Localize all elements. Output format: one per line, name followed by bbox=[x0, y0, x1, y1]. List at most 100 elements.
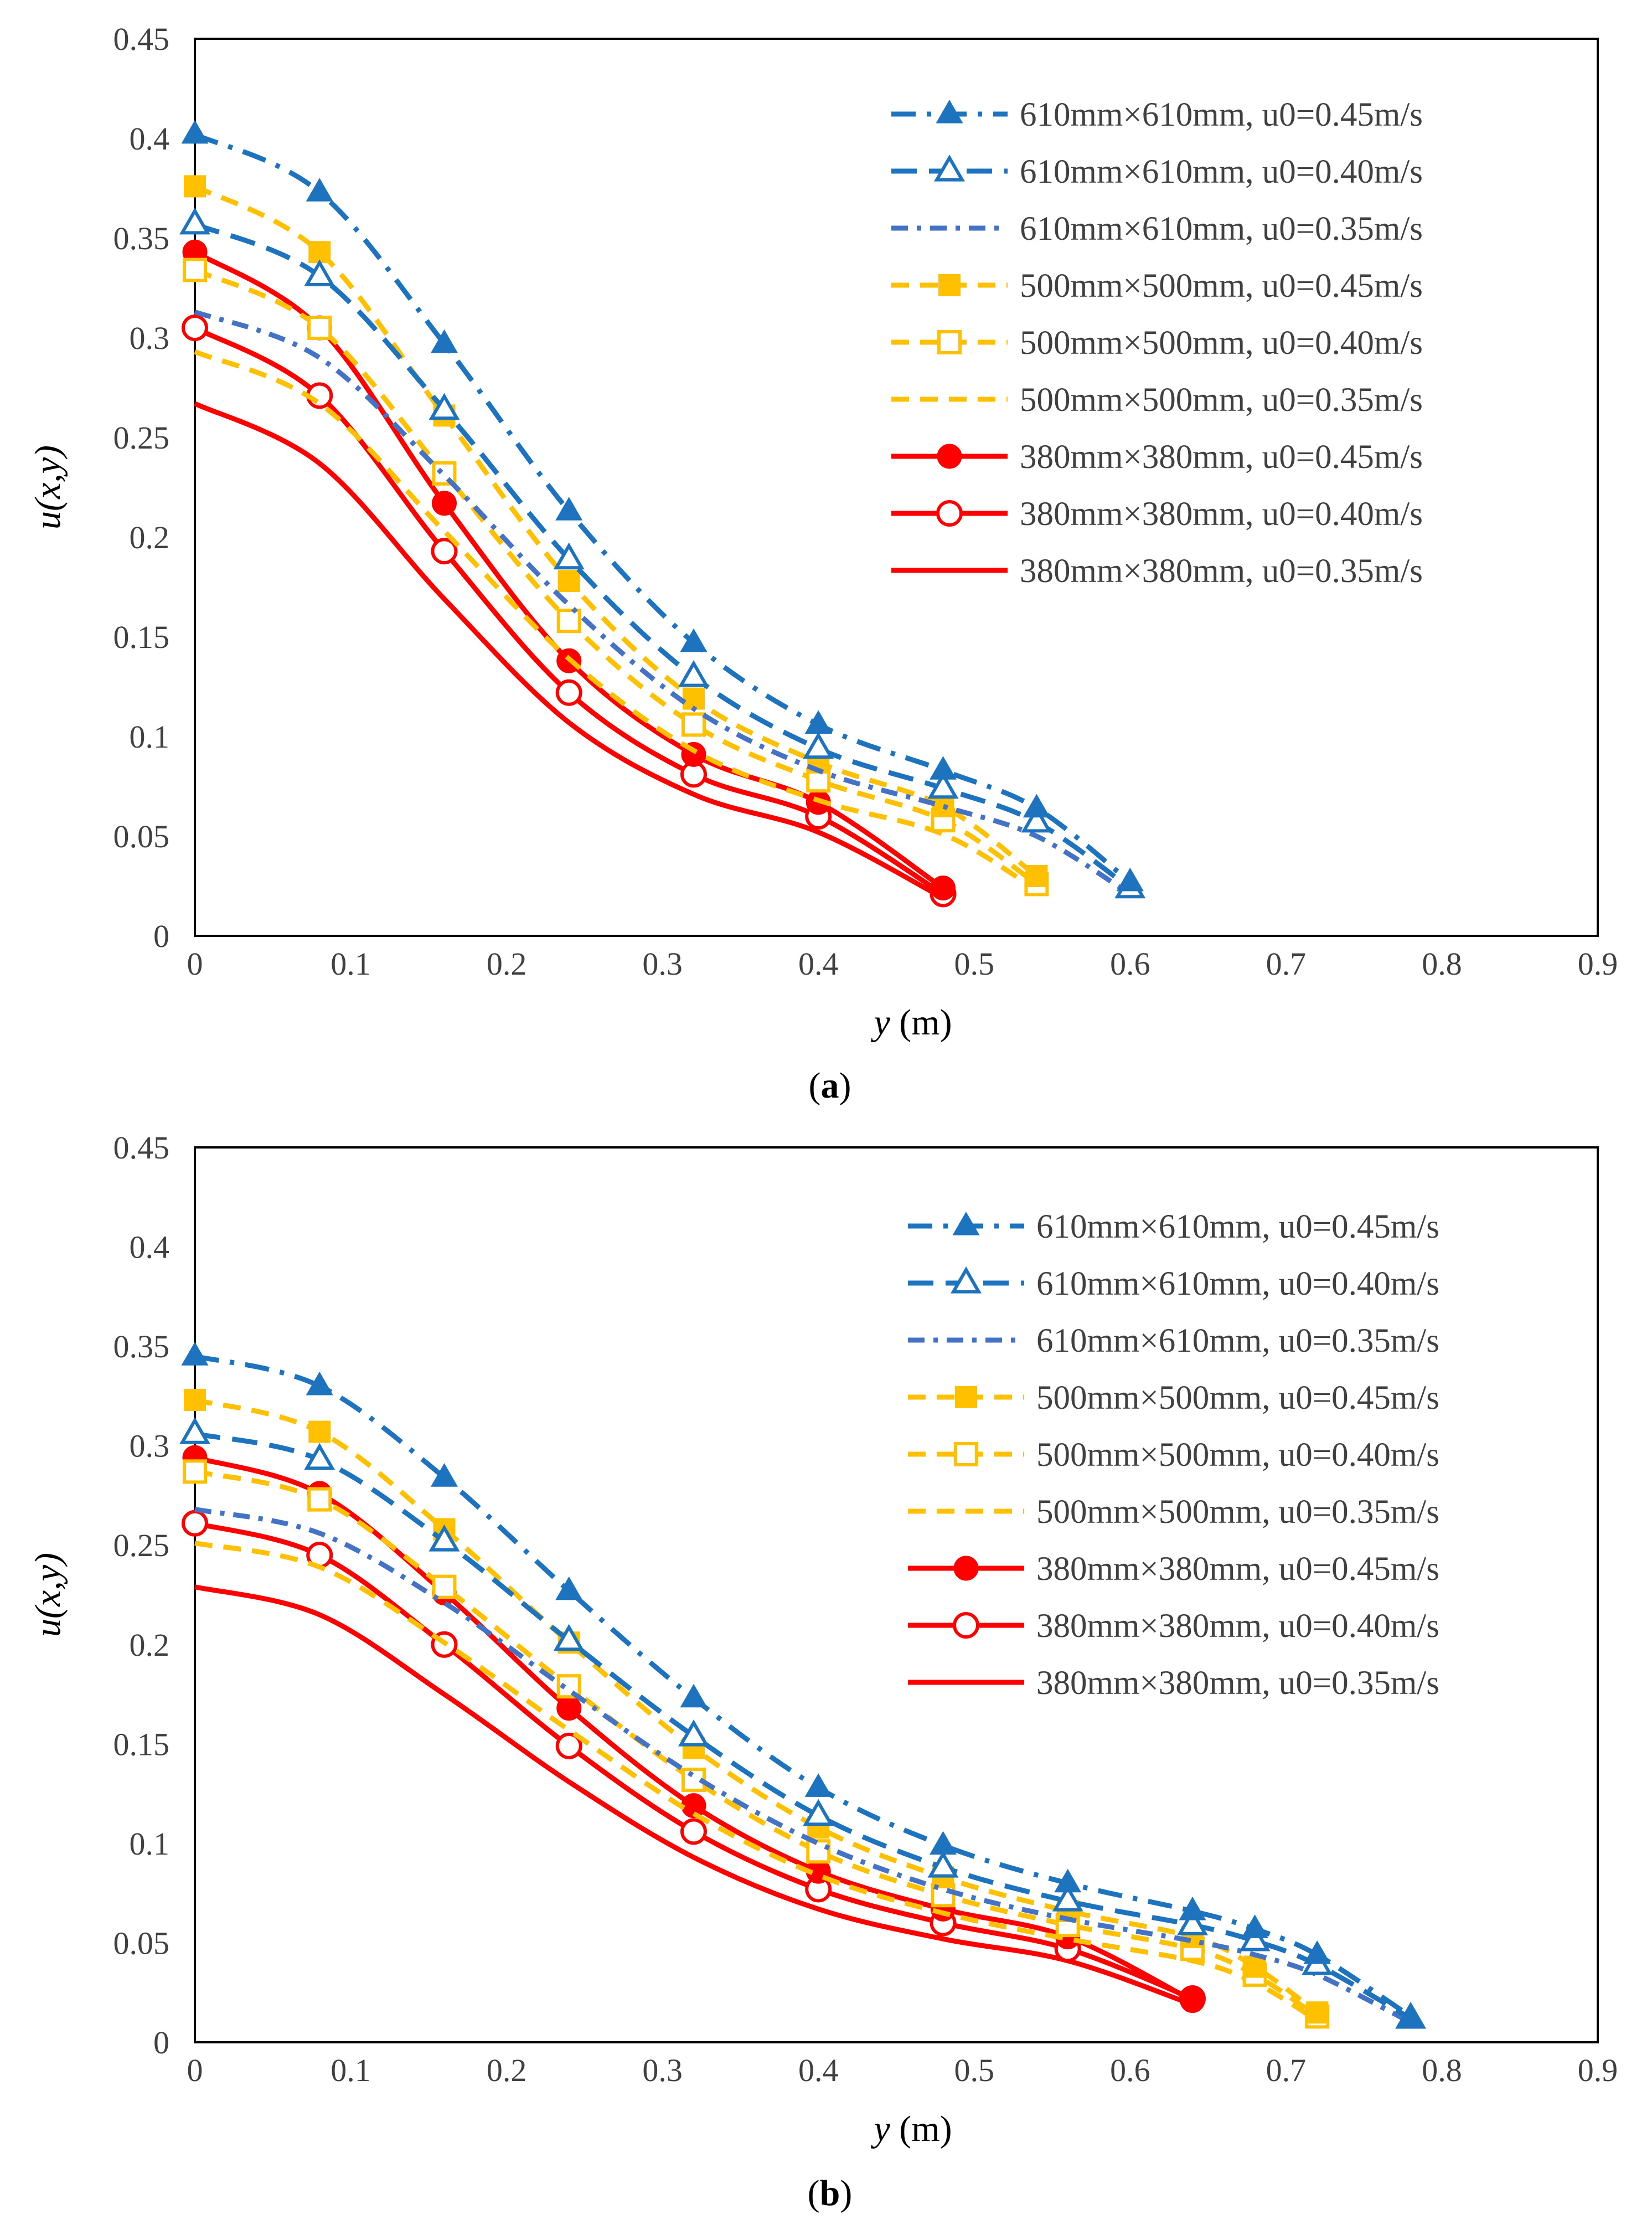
data-point bbox=[304, 1443, 335, 1470]
series-line bbox=[193, 184, 1039, 878]
data-point bbox=[306, 1371, 333, 1395]
legend-marker bbox=[936, 500, 963, 527]
y-tick-label: 0.05 bbox=[113, 818, 170, 854]
data-point bbox=[553, 1624, 585, 1651]
data-point bbox=[179, 207, 210, 235]
data-point bbox=[432, 1574, 457, 1599]
panel-label-paren: ) bbox=[839, 1065, 851, 1106]
legend-marker bbox=[953, 1612, 979, 1639]
legend-marker bbox=[952, 1211, 980, 1235]
data-point bbox=[930, 876, 956, 901]
series-1 bbox=[181, 1342, 1424, 2026]
x-tick-label: 0.6 bbox=[1110, 946, 1150, 982]
data-point bbox=[927, 771, 959, 799]
panel-label: (b) bbox=[808, 2173, 853, 2213]
data-point bbox=[431, 491, 457, 516]
data-point bbox=[1177, 1908, 1208, 1935]
data-point bbox=[308, 1420, 331, 1443]
legend-label: 500mm×500mm, u0=0.40m/s bbox=[1020, 325, 1423, 362]
y-tick-label: 0.4 bbox=[130, 1229, 170, 1265]
data-point bbox=[680, 628, 708, 652]
data-point bbox=[929, 756, 957, 780]
data-point bbox=[430, 1463, 458, 1487]
data-point bbox=[183, 258, 207, 282]
plot-area bbox=[194, 38, 1599, 937]
series-6 bbox=[194, 1541, 1319, 2023]
legend-marker bbox=[954, 1442, 978, 1466]
series-line bbox=[194, 267, 1038, 887]
x-tick-label: 0 bbox=[187, 946, 203, 982]
y-tick-label: 0.45 bbox=[113, 21, 170, 57]
data-point bbox=[1397, 2002, 1424, 2026]
data-point bbox=[555, 497, 583, 521]
y-axis-title: u(x,y) bbox=[28, 445, 68, 529]
x-tick-label: 0.6 bbox=[1110, 2052, 1150, 2088]
x-tick-label: 0.9 bbox=[1578, 946, 1618, 982]
data-point bbox=[1052, 1884, 1083, 1912]
data-point bbox=[555, 1732, 582, 1759]
legend-marker bbox=[934, 154, 965, 182]
x-axis-unit: (m) bbox=[890, 2109, 952, 2149]
x-tick-label: 0.4 bbox=[798, 2052, 839, 2088]
data-point bbox=[429, 393, 460, 420]
data-point bbox=[182, 1510, 208, 1537]
data-point bbox=[1021, 805, 1052, 833]
legend-label: 500mm×500mm, u0=0.40m/s bbox=[1036, 1436, 1439, 1474]
x-tick-label: 0.5 bbox=[954, 2052, 995, 2088]
y-tick-label: 0.3 bbox=[130, 320, 170, 356]
legend-label: 380mm×380mm, u0=0.35m/s bbox=[1036, 1665, 1439, 1702]
data-point bbox=[307, 316, 332, 340]
data-point bbox=[429, 1524, 460, 1552]
data-point bbox=[181, 1342, 209, 1366]
data-point bbox=[1025, 865, 1048, 887]
data-point bbox=[806, 1839, 831, 1864]
x-axis-title: y (m) bbox=[870, 1002, 952, 1043]
legend: 610mm×610mm, u0=0.45m/s 610mm×610mm, u0=0… bbox=[908, 1208, 1439, 1702]
series-line bbox=[194, 222, 1132, 890]
x-tick-label: 0.7 bbox=[1266, 2052, 1307, 2088]
legend-label: 380mm×380mm, u0=0.40m/s bbox=[1036, 1608, 1439, 1645]
legend-label: 380mm×380mm, u0=0.45m/s bbox=[1020, 439, 1423, 476]
plot-area bbox=[194, 1146, 1599, 2043]
y-tick-label: 0 bbox=[153, 918, 169, 954]
legend-label: 500mm×500mm, u0=0.45m/s bbox=[1020, 267, 1423, 305]
data-point bbox=[1239, 1924, 1271, 1951]
data-point bbox=[183, 1459, 207, 1484]
series-line bbox=[194, 132, 1132, 884]
y-tick-label: 0.1 bbox=[130, 1826, 170, 1862]
data-point bbox=[432, 461, 457, 486]
series-1 bbox=[181, 120, 1144, 892]
y-tick-label: 0 bbox=[153, 2025, 169, 2061]
y-tick-label: 0.05 bbox=[113, 1925, 170, 1961]
series-line bbox=[194, 401, 944, 900]
x-tick-label: 0.4 bbox=[798, 946, 839, 982]
x-tick-label: 0.9 bbox=[1578, 2052, 1618, 2088]
x-tick-label: 0 bbox=[187, 2052, 203, 2088]
y-tick-label: 0.35 bbox=[113, 220, 170, 256]
y-tick-label: 0.2 bbox=[130, 1627, 170, 1663]
panel-label-paren: ( bbox=[809, 1065, 821, 1106]
data-point bbox=[304, 259, 335, 286]
data-point bbox=[1179, 1896, 1206, 1920]
data-point bbox=[1241, 1914, 1269, 1938]
chart-panel-b: 0 0.1 0.2 0.3 0.4 0.5 0.6 0.7 0.8 0.9 0 0.05 0.1 0.15… bbox=[28, 1130, 1618, 2213]
y-axis-variable: u bbox=[28, 1619, 68, 1637]
legend-label: 610mm×610mm, u0=0.40m/s bbox=[1020, 153, 1423, 190]
data-point bbox=[182, 315, 208, 341]
data-point bbox=[1054, 1868, 1082, 1893]
data-point bbox=[181, 120, 209, 144]
data-point bbox=[556, 1696, 582, 1721]
data-point bbox=[1180, 1988, 1205, 2013]
x-tick-label: 0.2 bbox=[487, 2052, 527, 2088]
x-tick-label: 0.1 bbox=[331, 2052, 371, 2088]
y-tick-label: 0.45 bbox=[113, 1130, 170, 1166]
series-line bbox=[194, 1584, 1194, 2007]
series-line bbox=[194, 1541, 1319, 2023]
y-tick-label: 0.35 bbox=[113, 1328, 170, 1364]
series-line bbox=[194, 1431, 1412, 2021]
series-line bbox=[194, 309, 1132, 897]
data-point bbox=[1303, 1940, 1331, 1964]
panel-label-paren: ) bbox=[840, 2173, 852, 2213]
legend-label: 380mm×380mm, u0=0.45m/s bbox=[1036, 1551, 1439, 1588]
